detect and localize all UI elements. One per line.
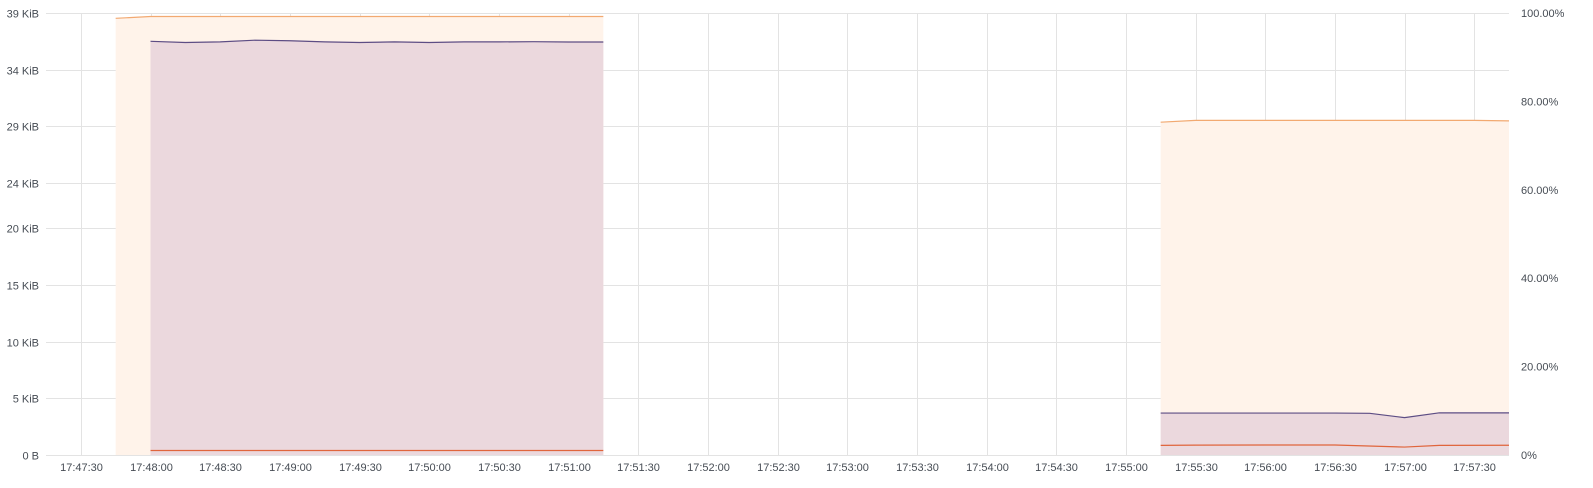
x-tick-label: 17:56:00 (1244, 462, 1287, 474)
y-left-tick-label: 34 KiB (7, 66, 39, 78)
x-tick-label: 17:55:30 (1175, 462, 1218, 474)
series-2-line (1160, 412, 1509, 419)
x-tick-label: 17:55:00 (1105, 462, 1148, 474)
y-right-tick-label: 100.00% (1521, 8, 1565, 20)
series-2-area (1160, 412, 1509, 455)
series-2-line (150, 39, 604, 44)
series-3-line (1160, 444, 1510, 448)
axis-labels: 0 B 5 KiB 10 KiB 15 KiB 20 KiB 24 KiB 29 KiB 34… (7, 8, 1565, 474)
x-tick-label: 17:57:00 (1384, 462, 1427, 474)
series-2-area (150, 40, 604, 455)
series-1-line (115, 15, 604, 19)
x-tick-label: 17:49:00 (269, 462, 312, 474)
y-right-tick-label: 20.00% (1521, 362, 1559, 374)
y-left-tick-label: 20 KiB (7, 224, 39, 236)
series-1-line (1160, 119, 1510, 123)
x-tick-label: 17:57:30 (1453, 462, 1496, 474)
x-tick-label: 17:50:30 (478, 462, 521, 474)
y-right-tick-label: 60.00% (1521, 185, 1559, 197)
x-tick-label: 17:48:00 (130, 462, 173, 474)
x-tick-label: 17:53:00 (826, 462, 869, 474)
y-right-tick-label: 80.00% (1521, 96, 1559, 108)
x-tick-label: 17:54:30 (1035, 462, 1078, 474)
x-tick-label: 17:52:00 (687, 462, 730, 474)
y-left-tick-label: 0 B (22, 451, 39, 463)
x-tick-label: 17:51:30 (617, 462, 660, 474)
x-tick-label: 17:47:30 (60, 462, 103, 474)
y-right-tick-label: 40.00% (1521, 273, 1559, 285)
y-left-tick-label: 10 KiB (7, 338, 39, 350)
y-left-tick-label: 15 KiB (7, 281, 39, 293)
y-left-tick-label: 24 KiB (7, 179, 39, 191)
x-tick-label: 17:54:00 (966, 462, 1009, 474)
y-left-tick-label: 39 KiB (7, 9, 39, 21)
x-tick-label: 17:48:30 (199, 462, 242, 474)
x-tick-label: 17:51:00 (548, 462, 591, 474)
x-tick-label: 17:56:30 (1314, 462, 1357, 474)
series-1-area (1160, 120, 1509, 455)
y-left-tick-label: 29 KiB (7, 122, 39, 134)
x-tick-label: 17:50:00 (408, 462, 451, 474)
x-tick-label: 17:49:30 (339, 462, 382, 474)
y-right-tick-label: 0% (1521, 450, 1537, 462)
y-left-tick-label: 5 KiB (13, 394, 39, 406)
x-tick-label: 17:52:30 (757, 462, 800, 474)
x-tick-label: 17:53:30 (896, 462, 939, 474)
series-layer (115, 15, 1510, 455)
